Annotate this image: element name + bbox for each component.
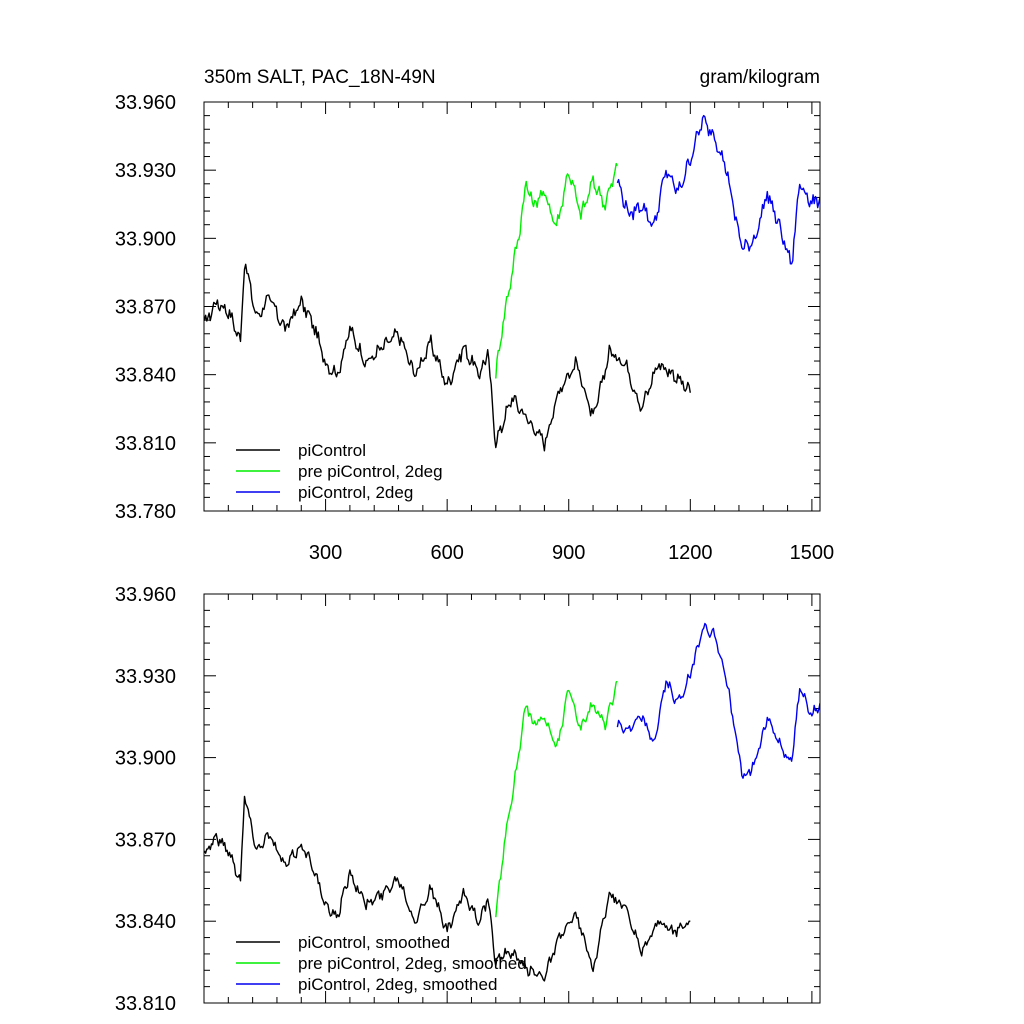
- x-tick-label: 300: [309, 542, 342, 564]
- series-line-0: [204, 263, 691, 452]
- series-line-1: [495, 162, 619, 379]
- top-panel-title: 350m SALT, PAC_18N-49N: [204, 67, 436, 88]
- series-line-1: [495, 680, 618, 918]
- legend-label-1: pre piControl, 2deg, smoothed: [298, 954, 527, 973]
- y-tick-label: 33.810: [115, 993, 176, 1015]
- plot-frame: [203, 101, 821, 512]
- y-tick-label: 33.840: [115, 911, 176, 933]
- legend-label-2: piControl, 2deg: [298, 483, 413, 502]
- y-tick-label: 33.930: [115, 160, 176, 182]
- y-tick-label: 33.900: [115, 228, 176, 250]
- top-panel: 350m SALT, PAC_18N-49N gram/kilogram 33.…: [115, 67, 834, 564]
- y-tick-label: 33.960: [115, 584, 176, 606]
- legend-label-1: pre piControl, 2deg: [298, 462, 443, 481]
- y-tick-label: 33.960: [115, 92, 176, 114]
- bottom-panel: 33.810 33.840 33.870 33.900 33.930 33.960 piCo…: [115, 584, 821, 1015]
- x-tick-label: 1500: [790, 542, 835, 564]
- y-tick-label: 33.780: [115, 501, 176, 523]
- top-panel-units: gram/kilogram: [700, 67, 820, 88]
- legend-label-0: piControl, smoothed: [298, 933, 450, 952]
- series-line-0: [204, 795, 691, 982]
- plot-frame: [203, 593, 821, 1004]
- legend-label-2: piControl, 2deg, smoothed: [298, 975, 497, 994]
- y-tick-label: 33.840: [115, 365, 176, 387]
- y-tick-label: 33.900: [115, 748, 176, 770]
- y-tick-label: 33.930: [115, 666, 176, 688]
- y-tick-label: 33.870: [115, 829, 176, 851]
- y-tick-label: 33.810: [115, 433, 176, 455]
- series-line-2: [616, 622, 820, 779]
- x-tick-label: 600: [430, 542, 463, 564]
- x-tick-label: 900: [552, 542, 585, 564]
- y-tick-label: 33.870: [115, 297, 176, 319]
- series-line-2: [616, 114, 820, 265]
- x-tick-label: 1200: [668, 542, 713, 564]
- legend-label-0: piControl: [298, 441, 366, 460]
